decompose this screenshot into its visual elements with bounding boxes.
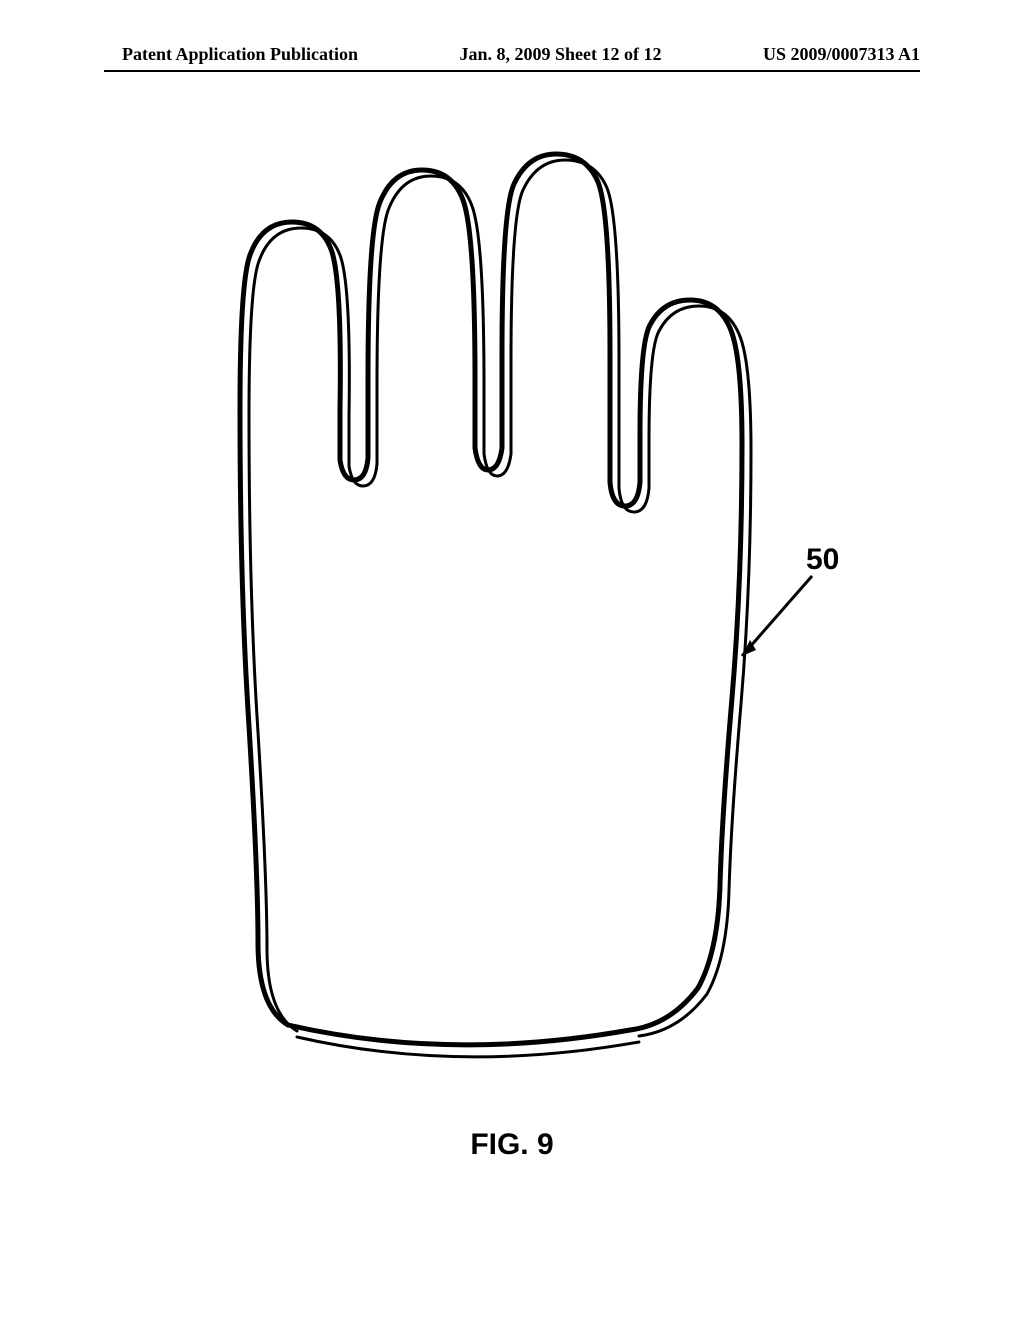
glove-drawing [200, 150, 820, 1070]
header-patent-number: US 2009/0007313 A1 [763, 44, 920, 65]
glove-svg [200, 150, 820, 1070]
leader-arrow-50 [730, 568, 820, 668]
header-rule [104, 70, 920, 72]
page-header: Patent Application Publication Jan. 8, 2… [0, 44, 1024, 65]
header-publication: Patent Application Publication [122, 44, 358, 65]
figure-caption: FIG. 9 [0, 1128, 1024, 1162]
header-date-sheet: Jan. 8, 2009 Sheet 12 of 12 [460, 44, 662, 65]
patent-page: Patent Application Publication Jan. 8, 2… [0, 0, 1024, 1320]
figure-area: 50 [0, 140, 1024, 1140]
